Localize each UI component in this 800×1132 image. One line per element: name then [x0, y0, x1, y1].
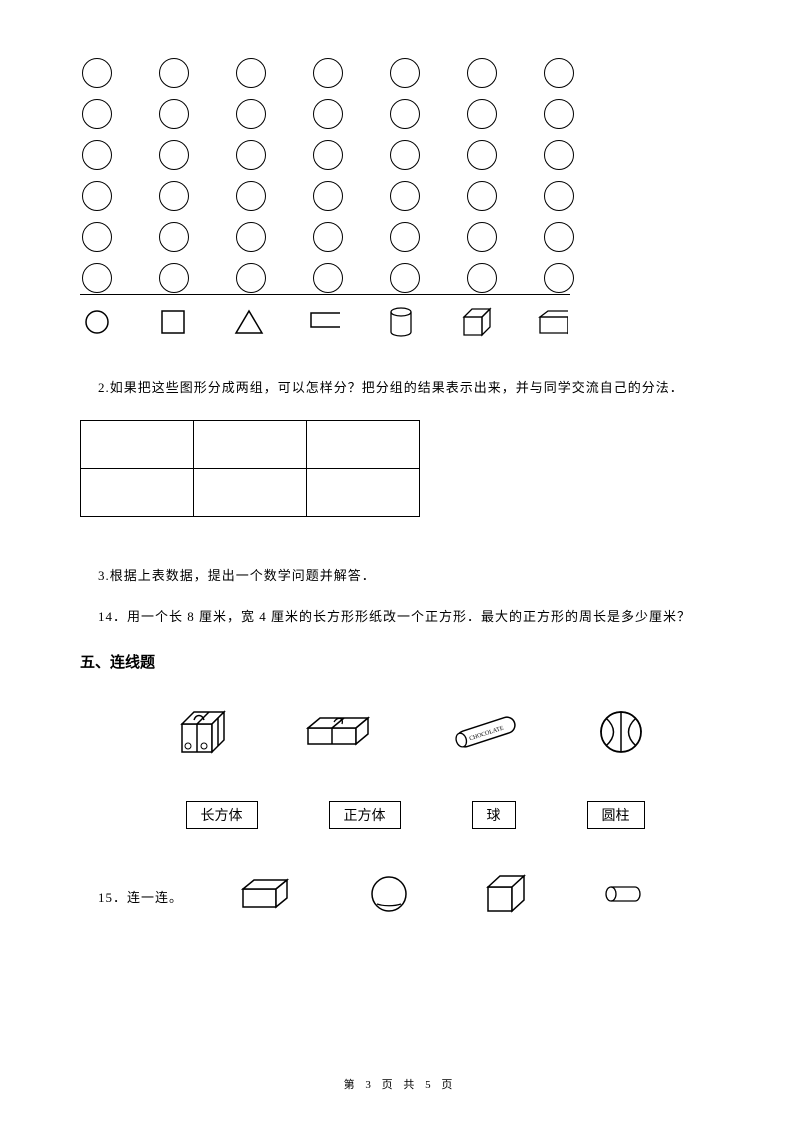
answer-table: [80, 420, 420, 517]
cube-shape-icon: [484, 873, 528, 920]
triangle-icon: [234, 307, 264, 337]
section-5-heading: 五、连线题: [80, 651, 720, 672]
cuboid-shape-icon: [240, 877, 294, 916]
label-cuboid: 长方体: [186, 801, 258, 829]
sphere-shape-icon: [369, 874, 409, 919]
label-row: 长方体 正方体 球 圆柱: [150, 801, 680, 829]
square-icon: [158, 307, 188, 337]
flat-box-icon: [304, 714, 374, 755]
circle-grid: [82, 58, 720, 293]
cylinder-icon: [386, 307, 416, 337]
chocolate-icon: CHOCOLATE: [446, 714, 526, 755]
page-number: 第 3 页 共 5 页: [0, 1076, 800, 1092]
cuboid-icon: [538, 307, 568, 337]
question-15: 15．连一连。: [98, 887, 183, 906]
circle-icon: [82, 307, 112, 337]
label-cube: 正方体: [329, 801, 401, 829]
cylinder-shape-icon: [603, 883, 643, 910]
question-14: 14．用一个长 8 厘米，宽 4 厘米的长方形形纸改一个正方形．最大的正方形的周…: [98, 606, 720, 625]
cube-icon: [462, 307, 492, 337]
worksheet-page: 2.如果把这些图形分成两组，可以怎样分？把分组的结果表示出来，并与同学交流自己的…: [0, 0, 800, 1132]
label-sphere: 球: [472, 801, 516, 829]
shape-key-row: [82, 307, 720, 337]
gift-box-icon: [176, 708, 232, 761]
rectangle-icon: [310, 307, 340, 337]
question-2: 2.如果把这些图形分成两组，可以怎样分？把分组的结果表示出来，并与同学交流自己的…: [98, 377, 720, 396]
match-objects-row: CHOCOLATE: [140, 708, 680, 761]
question-3: 3.根据上表数据，提出一个数学问题并解答．: [98, 565, 720, 584]
divider-line: [80, 294, 570, 295]
basketball-icon: [598, 709, 644, 760]
label-cylinder: 圆柱: [587, 801, 645, 829]
question-15-row: 15．连一连。: [98, 873, 680, 920]
